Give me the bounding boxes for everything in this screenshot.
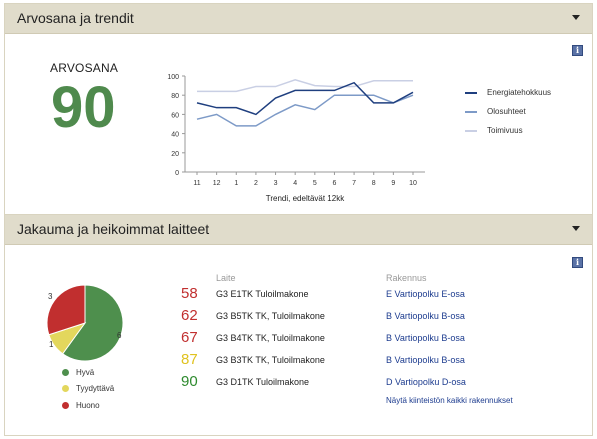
distribution-title: Jakauma ja heikoimmat laitteet — [17, 221, 210, 237]
series-line-toimivuus — [197, 79, 413, 93]
device-name: G3 B4TK TK, Tuloilmakone — [216, 333, 325, 343]
grade-value: 90 — [51, 75, 116, 140]
y-tick-label: 20 — [171, 151, 179, 158]
building-link[interactable]: B Vartiopolku B-osa — [386, 355, 465, 365]
device-column-header: Laite — [216, 273, 236, 283]
device-name: G3 B5TK TK, Tuloilmakone — [216, 311, 325, 321]
chevron-down-icon[interactable] — [572, 15, 580, 20]
building-link[interactable]: D Vartiopolku D-osa — [386, 377, 466, 387]
legend-swatch — [465, 111, 477, 113]
x-tick-label: 9 — [391, 180, 395, 187]
info-icon[interactable]: i — [572, 45, 583, 56]
distribution-header[interactable]: Jakauma ja heikoimmat laitteet — [5, 215, 592, 245]
x-axis-label: Trendi, edeltävät 12kk — [266, 194, 345, 203]
pie-legend-label: Huono — [76, 401, 100, 410]
distribution-pie-chart — [46, 284, 124, 362]
building-link[interactable]: B Vartiopolku B-osa — [386, 311, 465, 321]
legend-dot-icon — [62, 385, 69, 392]
x-tick-label: 4 — [293, 180, 297, 187]
building-link[interactable]: E Vartiopolku E-osa — [386, 289, 465, 299]
pie-count-huono: 3 — [48, 292, 53, 301]
device-score: 87 — [181, 351, 198, 368]
y-tick-label: 0 — [175, 170, 179, 177]
x-tick-label: 3 — [274, 180, 278, 187]
legend-label: Toimivuus — [487, 126, 523, 135]
building-column-header: Rakennus — [386, 273, 427, 283]
device-name: G3 E1TK Tuloilmakone — [216, 289, 309, 299]
series-line-olosuhteet — [196, 94, 414, 127]
y-tick-label: 80 — [171, 93, 179, 100]
info-icon[interactable]: i — [572, 257, 583, 268]
x-tick-label: 12 — [213, 180, 221, 187]
pie-legend-label: Tyydyttävä — [76, 384, 115, 393]
show-all-buildings-link[interactable]: Näytä kiinteistön kaikki rakennukset — [386, 396, 513, 405]
legend-dot-icon — [62, 402, 69, 409]
x-tick-label: 10 — [409, 180, 417, 187]
building-link[interactable]: B Vartiopolku B-osa — [386, 333, 465, 343]
x-tick-label: 2 — [254, 180, 258, 187]
y-tick-label: 40 — [171, 132, 179, 139]
x-tick-label: 7 — [352, 180, 356, 187]
grade-label: ARVOSANA — [50, 61, 119, 75]
y-tick-label: 100 — [167, 74, 179, 81]
grade-trend-title: Arvosana ja trendit — [17, 10, 134, 26]
x-tick-label: 5 — [313, 180, 317, 187]
device-score: 58 — [181, 285, 198, 302]
series-line-energiatehokkuus — [196, 81, 414, 116]
legend-dot-icon — [62, 369, 69, 376]
legend-swatch — [465, 130, 477, 132]
legend-label: Energiatehokkuus — [487, 88, 552, 97]
pie-legend-label: Hyvä — [76, 368, 95, 377]
x-tick-label: 8 — [372, 180, 376, 187]
device-score: 62 — [181, 307, 198, 324]
pie-slice-huono — [46, 284, 86, 336]
chevron-down-icon[interactable] — [572, 226, 580, 231]
pie-count-tyydyttava: 1 — [49, 340, 54, 349]
grade-trend-header[interactable]: Arvosana ja trendit — [5, 4, 592, 34]
legend-label: Olosuhteet — [487, 107, 526, 116]
device-name: G3 D1TK Tuloilmakone — [216, 377, 310, 387]
device-name: G3 B3TK TK, Tuloilmakone — [216, 355, 325, 365]
device-score: 67 — [181, 329, 198, 346]
x-tick-label: 11 — [193, 180, 200, 187]
y-tick-label: 60 — [171, 112, 179, 119]
x-tick-label: 6 — [333, 180, 337, 187]
distribution-panel: Jakauma ja heikoimmat laitteet i 3 1 6 H… — [4, 214, 593, 436]
pie-slice-hyvä — [61, 284, 124, 362]
x-tick-label: 1 — [234, 180, 238, 187]
pie-count-hyva: 6 — [117, 331, 122, 340]
legend-swatch — [465, 92, 477, 94]
device-score: 90 — [181, 373, 198, 390]
grade-trend-panel: Arvosana ja trendit i ARVOSANA 90 0 20 40 6… — [4, 3, 593, 216]
